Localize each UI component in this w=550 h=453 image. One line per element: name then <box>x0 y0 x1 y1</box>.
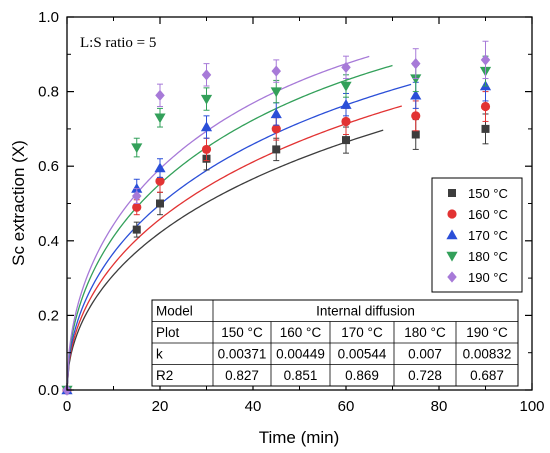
legend-marker-2 <box>446 229 458 240</box>
data-point-series-0 <box>481 124 490 133</box>
y-tick-label: 0.2 <box>38 307 59 324</box>
data-point-series-3 <box>154 113 166 124</box>
data-point-series-4 <box>480 54 491 66</box>
legend-marker-4 <box>447 271 457 283</box>
data-point-series-1 <box>411 111 421 121</box>
data-point-series-0 <box>156 199 164 208</box>
data-point-series-2 <box>200 121 213 132</box>
data-point-series-2 <box>131 182 143 193</box>
table-model-value: Internal diffusion <box>316 304 415 319</box>
data-point-series-1 <box>155 176 165 186</box>
fit-curve-4 <box>66 55 370 391</box>
y-tick-label: 0.0 <box>38 382 59 399</box>
table-model-label: Model <box>156 304 193 319</box>
data-point-series-2 <box>410 89 422 100</box>
data-point-series-2 <box>154 162 166 173</box>
data-point-series-2 <box>340 99 352 109</box>
data-point-series-1 <box>480 101 491 112</box>
table-cell: 0.00449 <box>276 347 325 362</box>
data-point-series-3 <box>131 143 143 154</box>
data-point-series-4 <box>155 89 165 101</box>
table-cell: 180 °C <box>404 325 446 340</box>
table-cell: 0.851 <box>284 368 318 383</box>
table-cell: 190 °C <box>466 325 508 340</box>
data-point-series-1 <box>132 202 142 212</box>
fit-curve-0 <box>66 129 384 391</box>
y-axis-title: Sc extraction (X) <box>9 140 28 266</box>
legend-box <box>431 177 523 293</box>
data-point-series-4 <box>131 190 142 202</box>
table-cell: 0.687 <box>470 368 504 383</box>
x-tick-label: 100 <box>519 398 544 415</box>
table-cell: 170 °C <box>341 325 383 340</box>
x-tick-label: 0 <box>63 398 71 415</box>
legend-label-1: 160 °C <box>468 207 508 222</box>
data-point-series-0 <box>272 145 281 154</box>
data-point-series-4 <box>410 58 421 70</box>
data-point-series-3 <box>340 81 352 92</box>
fit-curve-2 <box>66 83 412 391</box>
data-point-series-3 <box>270 87 282 98</box>
table-cell: 0.00371 <box>218 347 267 362</box>
legend-label-3: 180 °C <box>468 249 508 264</box>
legend-label-0: 150 °C <box>468 186 508 201</box>
fit-curve-3 <box>66 64 393 391</box>
legend-marker-3 <box>446 251 458 262</box>
fit-parameter-table: Model Internal diffusion Plot 150 °C 160 °C 1… <box>151 299 519 387</box>
ls-ratio-annotation: L:S ratio = 5 <box>80 35 156 51</box>
table-row-label: Plot <box>156 325 180 340</box>
data-point-series-1 <box>341 116 351 127</box>
table-cell: 150 °C <box>221 325 263 340</box>
table-row-label: R2 <box>156 368 173 383</box>
x-tick-label: 80 <box>431 398 448 415</box>
data-point-series-2 <box>270 108 282 119</box>
data-point-series-4 <box>201 69 212 81</box>
legend-marker-1 <box>447 209 457 219</box>
legend: 150 °C 160 °C 170 °C 180 °C 190 °C <box>431 177 523 293</box>
legend-label-4: 190 °C <box>468 270 508 285</box>
y-tick-label: 1.0 <box>38 9 59 26</box>
table-cell: 0.00832 <box>463 347 512 362</box>
data-point-series-0 <box>411 130 420 139</box>
legend-label-2: 170 °C <box>468 228 508 243</box>
x-tick-label: 60 <box>338 398 355 415</box>
axis-ticks <box>66 16 533 391</box>
table-cell: 160 °C <box>280 325 322 340</box>
table-cell: 0.007 <box>408 347 442 362</box>
x-axis-title: Time (min) <box>259 428 340 447</box>
data-point-series-1 <box>201 144 212 155</box>
table-cell: 0.869 <box>345 368 379 383</box>
data-point-series-0 <box>132 225 141 234</box>
table-cell: 0.00544 <box>338 347 387 362</box>
legend-marker-0 <box>448 189 456 197</box>
x-tick-label: 20 <box>152 398 169 415</box>
y-tick-label: 0.8 <box>38 84 59 101</box>
x-tick-label: 40 <box>245 398 262 415</box>
data-point-series-1 <box>271 124 281 134</box>
table-cell: 0.728 <box>408 368 442 383</box>
data-point-series-4 <box>341 61 351 73</box>
y-tick-label: 0.4 <box>38 233 59 250</box>
data-point-series-3 <box>410 74 422 85</box>
table-cell: 0.827 <box>225 368 259 383</box>
table-row-label: k <box>156 347 163 362</box>
data-point-series-0 <box>342 136 350 145</box>
y-tick-label: 0.6 <box>38 158 59 175</box>
data-point-series-3 <box>200 94 213 105</box>
data-point-series-4 <box>271 65 282 77</box>
tick-labels: 0 20 40 60 80 100 0.0 0.2 0.4 0.6 0.8 1.0 <box>38 9 544 415</box>
